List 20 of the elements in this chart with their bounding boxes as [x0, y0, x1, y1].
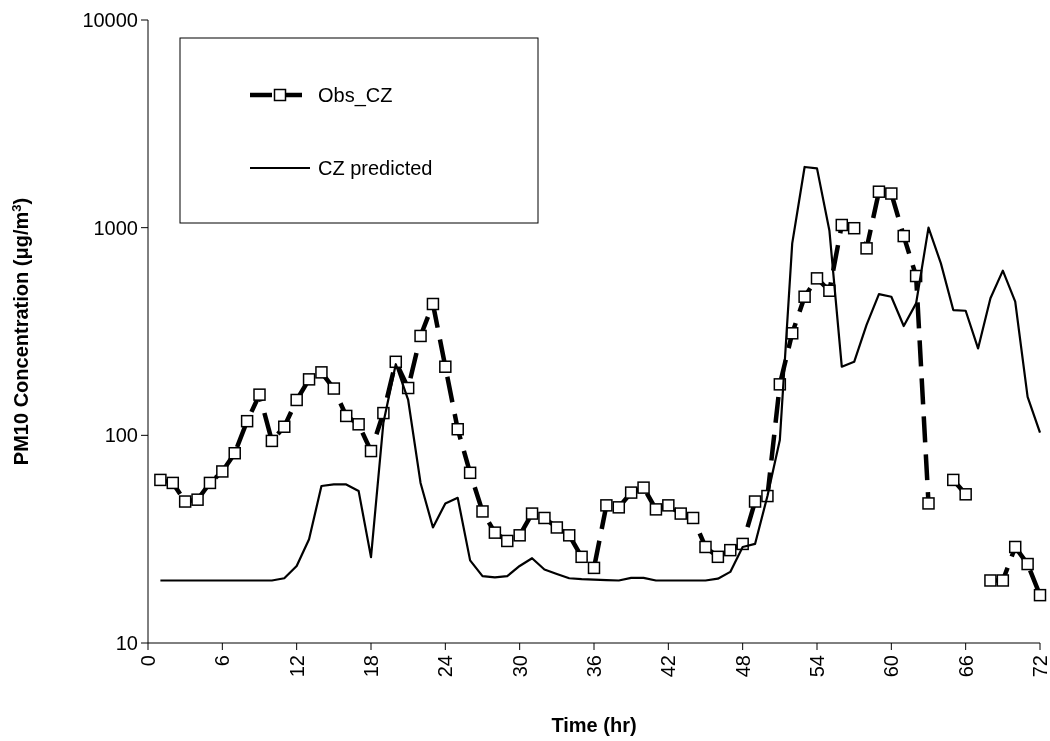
x-tick-label: 18 [360, 655, 382, 678]
x-tick-label: 54 [806, 655, 828, 678]
y-tick-label: 10000 [82, 9, 138, 31]
x-tick-label: 12 [285, 655, 308, 678]
x-tick-label: 72 [1029, 655, 1050, 678]
x-tick-label: 30 [508, 655, 531, 678]
x-tick-label: 0 [137, 655, 159, 667]
y-tick-label: 100 [104, 424, 138, 447]
y-tick-label: 1000 [93, 216, 138, 239]
x-tick-label: 36 [583, 655, 605, 678]
x-tick-label: 48 [731, 655, 754, 678]
x-tick-label: 60 [880, 655, 903, 678]
x-tick-label: 24 [434, 655, 457, 678]
y-tick-label: 10 [115, 632, 138, 654]
x-axis-title: Time (hr) [551, 714, 637, 736]
x-tick-label: 6 [211, 655, 234, 667]
legend-label: Obs_CZ [318, 84, 393, 107]
legend-label: CZ predicted [318, 157, 433, 179]
x-tick-label: 66 [954, 655, 977, 678]
x-tick-label: 42 [657, 655, 680, 678]
